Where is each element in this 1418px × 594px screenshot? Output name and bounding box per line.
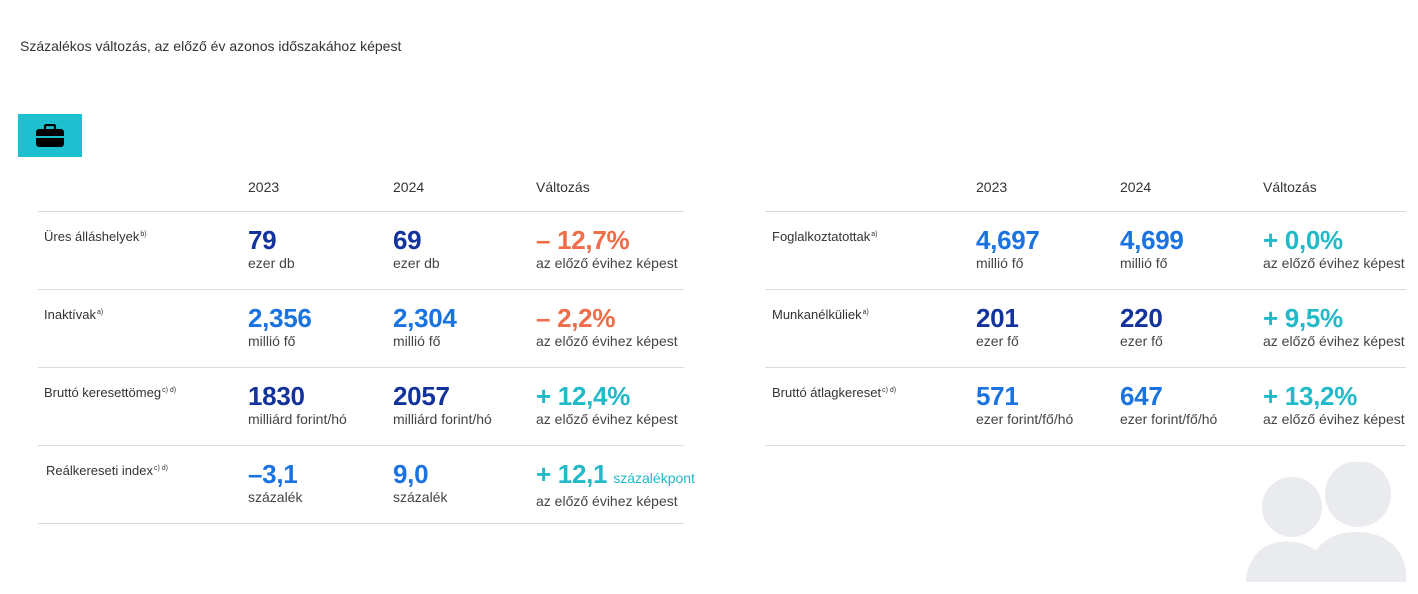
value-2023: 4,697 millió fő <box>976 225 1040 271</box>
header-change: Változás <box>1263 179 1317 195</box>
row-label: Munkanélkülieka) <box>772 307 869 322</box>
value-2023: 201 ezer fő <box>976 303 1019 349</box>
header-year-2024: 2024 <box>1120 179 1152 195</box>
row-label: Bruttó keresettömegc) d) <box>44 385 177 400</box>
value-2024: 2,304 millió fő <box>393 303 457 349</box>
value-2023: 79 ezer db <box>248 225 295 271</box>
value-2024: 69 ezer db <box>393 225 440 271</box>
value-change: – 2,2% az előző évihez képest <box>536 303 678 349</box>
row-label: Bruttó átlagkeresetc) d) <box>772 385 897 400</box>
row-ures-allashelyek: Üres álláshelyekb) 79 ezer db 69 ezer db –… <box>38 212 684 290</box>
row-realkereseti-index: Reálkereseti indexc) d) –3,1 százalék 9,0… <box>38 446 695 524</box>
row-label: Inaktívaka) <box>44 307 104 322</box>
value-2024: 9,0 százalék <box>393 459 448 505</box>
row-foglalkoztatottak: Foglalkoztatottaka) 4,697 millió fő 4,699… <box>765 212 1406 290</box>
row-munkanelkuliek: Munkanélkülieka) 201 ezer fő 220 ezer fő +… <box>765 290 1406 368</box>
row-brutto-atlagkereset: Bruttó átlagkeresetc) d) 571 ezer forint/… <box>765 368 1406 446</box>
row-inaktivak: Inaktívaka) 2,356 millió fő 2,304 millió f… <box>38 290 684 368</box>
value-change: + 12,1 százalékpont az előző évihez képest <box>536 459 695 509</box>
row-label: Foglalkoztatottaka) <box>772 229 878 244</box>
row-label: Reálkereseti indexc) d) <box>46 463 168 478</box>
people-icon <box>1246 462 1406 582</box>
value-2023: –3,1 százalék <box>248 459 303 505</box>
right-stats-table: 2023 2024 Változás Foglalkoztatottaka) 4… <box>765 172 1406 446</box>
briefcase-icon <box>36 123 64 147</box>
value-2023: 1830 milliárd forint/hó <box>248 381 347 427</box>
value-change: + 0,0% az előző évihez képest <box>1263 225 1405 271</box>
value-change: – 12,7% az előző évihez képest <box>536 225 678 271</box>
briefcase-badge <box>18 114 82 157</box>
value-2024: 647 ezer forint/fő/hó <box>1120 381 1218 427</box>
value-2024: 2057 milliárd forint/hó <box>393 381 492 427</box>
value-change: + 12,4% az előző évihez képest <box>536 381 678 427</box>
header-year-2023: 2023 <box>248 179 280 195</box>
header-year-2023: 2023 <box>976 179 1008 195</box>
value-change: + 9,5% az előző évihez képest <box>1263 303 1405 349</box>
header-year-2024: 2024 <box>393 179 425 195</box>
left-stats-table: 2023 2024 Változás Üres álláshelyekb) 79… <box>38 172 695 524</box>
value-2024: 220 ezer fő <box>1120 303 1163 349</box>
table-header: 2023 2024 Változás <box>38 172 684 212</box>
value-2024: 4,699 millió fő <box>1120 225 1184 271</box>
value-change: + 13,2% az előző évihez képest <box>1263 381 1405 427</box>
row-label: Üres álláshelyekb) <box>44 229 147 244</box>
page-subtitle: Százalékos változás, az előző év azonos … <box>20 38 402 54</box>
table-header: 2023 2024 Változás <box>765 172 1406 212</box>
row-brutto-keresettomeg: Bruttó keresettömegc) d) 1830 milliárd fo… <box>38 368 684 446</box>
header-change: Változás <box>536 179 590 195</box>
value-2023: 571 ezer forint/fő/hó <box>976 381 1074 427</box>
value-2023: 2,356 millió fő <box>248 303 312 349</box>
change-unit-note: százalékpont <box>613 470 695 486</box>
